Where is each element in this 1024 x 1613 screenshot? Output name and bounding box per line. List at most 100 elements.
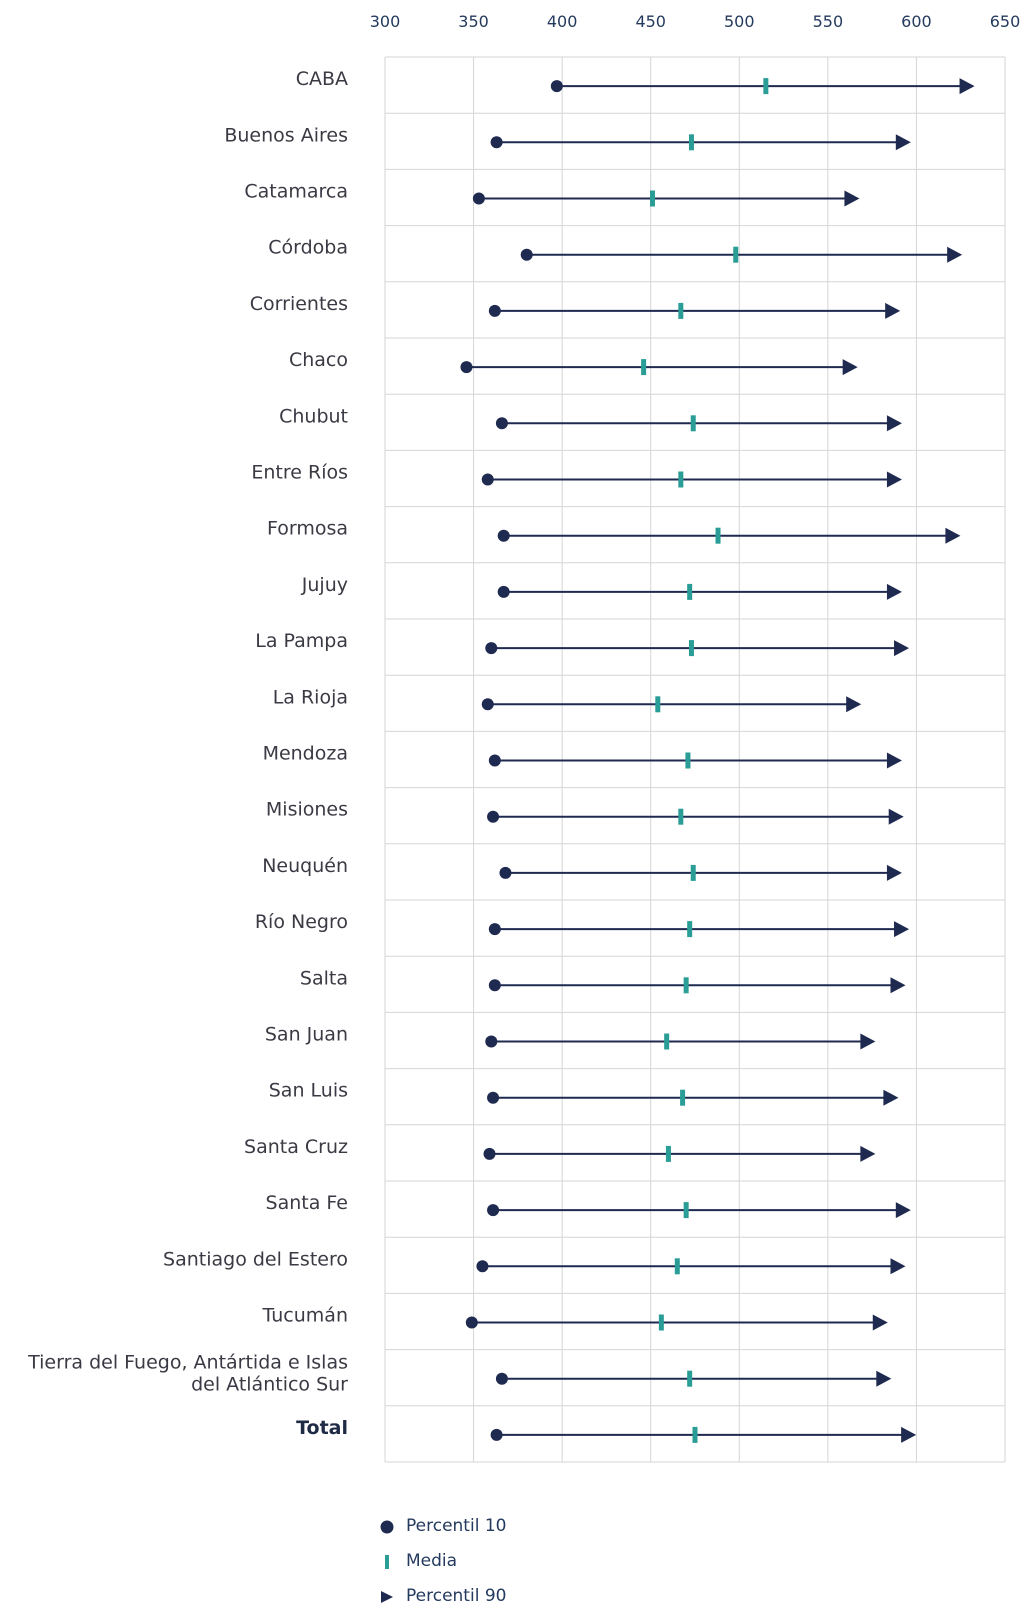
category-label: Buenos Aires xyxy=(224,124,348,146)
category-label: La Rioja xyxy=(273,686,348,708)
p90-marker xyxy=(945,527,961,544)
mean-marker xyxy=(680,1089,686,1106)
p90-marker xyxy=(894,640,910,657)
mean-marker xyxy=(687,921,693,938)
category-label: Salta xyxy=(300,967,348,989)
mean-marker xyxy=(641,359,647,376)
x-tick-label: 550 xyxy=(813,12,844,31)
category-label: Tierra del Fuego, Antártida e Islas xyxy=(27,1352,348,1374)
p90-marker xyxy=(872,1314,888,1331)
mean-marker xyxy=(683,1202,689,1219)
category-label: Santiago del Estero xyxy=(163,1248,348,1270)
mean-marker xyxy=(685,752,691,769)
mean-marker xyxy=(715,527,721,544)
legend-item-p10: Percentil 10 xyxy=(380,1508,506,1543)
mean-marker xyxy=(688,134,694,151)
category-label: Río Negro xyxy=(255,911,348,933)
category-label: Chubut xyxy=(279,405,348,427)
mean-marker xyxy=(763,78,769,95)
p10-marker xyxy=(488,979,501,992)
legend-label-p10: Percentil 10 xyxy=(406,1515,507,1536)
p10-marker xyxy=(483,1147,496,1160)
mean-marker xyxy=(687,1370,693,1387)
p90-marker xyxy=(886,583,902,600)
p90-marker xyxy=(860,1145,876,1162)
legend-triangle-icon xyxy=(380,1589,394,1603)
mean-marker xyxy=(688,640,694,657)
mean-marker xyxy=(678,808,684,825)
chart-legend: Percentil 10 Media Percentil 90 xyxy=(380,1508,506,1613)
p90-marker xyxy=(844,190,860,207)
mean-marker xyxy=(665,1145,671,1162)
range-chart: 300 350 400 450 500 550 600 650 CABA Buenos Aires… xyxy=(27,12,1020,1463)
mean-marker xyxy=(733,246,739,263)
category-label: Jujuy xyxy=(301,574,348,596)
category-label: CABA xyxy=(296,68,348,90)
mean-marker xyxy=(678,302,684,319)
legend-tick-icon xyxy=(380,1554,394,1569)
p10-marker xyxy=(490,1428,503,1441)
category-label: Formosa xyxy=(267,518,348,540)
p10-marker xyxy=(490,136,503,149)
x-tick-label: 400 xyxy=(547,12,578,31)
p10-marker xyxy=(472,192,485,205)
p10-marker xyxy=(495,417,508,430)
p10-marker xyxy=(465,1316,478,1329)
p90-marker xyxy=(885,302,901,319)
p10-marker xyxy=(487,810,500,823)
mean-marker xyxy=(687,583,693,600)
mean-marker xyxy=(683,977,689,994)
p10-marker xyxy=(485,642,498,655)
p90-marker xyxy=(895,134,911,151)
mean-marker xyxy=(674,1258,680,1275)
p10-marker xyxy=(497,529,510,542)
category-label: La Pampa xyxy=(255,630,348,652)
legend-item-p90: Percentil 90 xyxy=(380,1578,506,1613)
legend-item-mean: Media xyxy=(380,1543,506,1578)
category-label: Santa Cruz xyxy=(244,1136,348,1158)
category-label: Neuquén xyxy=(262,855,348,877)
category-label: Total xyxy=(296,1417,348,1439)
p90-marker xyxy=(890,977,906,994)
legend-circle-icon xyxy=(380,1519,394,1533)
p10-marker xyxy=(488,923,501,936)
mean-marker xyxy=(664,1033,670,1050)
category-label: del Atlántico Sur xyxy=(191,1374,348,1396)
p10-marker xyxy=(487,1091,500,1104)
category-label: San Juan xyxy=(265,1024,348,1046)
p10-marker xyxy=(495,1372,508,1385)
p90-marker xyxy=(886,752,902,769)
mean-marker xyxy=(692,1426,698,1443)
p90-marker xyxy=(890,1258,906,1275)
category-label: Chaco xyxy=(289,349,348,371)
legend-label-p90: Percentil 90 xyxy=(406,1585,507,1606)
p10-marker xyxy=(481,473,494,486)
p10-marker xyxy=(476,1260,489,1273)
mean-marker xyxy=(655,696,661,713)
category-label: Catamarca xyxy=(244,181,348,203)
p10-marker xyxy=(487,1204,500,1217)
p10-marker xyxy=(520,248,533,261)
p10-marker xyxy=(497,585,510,598)
p90-marker xyxy=(860,1033,876,1050)
p90-marker xyxy=(846,696,862,713)
p90-marker xyxy=(959,78,975,95)
p10-marker xyxy=(481,698,494,711)
x-tick-label: 350 xyxy=(458,12,489,31)
category-label: Tucumán xyxy=(262,1305,348,1327)
p10-marker xyxy=(550,80,563,93)
p90-marker xyxy=(895,1202,911,1219)
category-label: Misiones xyxy=(266,799,348,821)
x-tick-label: 300 xyxy=(370,12,401,31)
x-tick-label: 450 xyxy=(635,12,666,31)
category-label: San Luis xyxy=(269,1080,348,1102)
mean-marker xyxy=(678,471,684,488)
p90-marker xyxy=(842,359,858,376)
p10-marker xyxy=(485,1035,498,1048)
category-label: Córdoba xyxy=(268,237,348,259)
p10-marker xyxy=(499,866,512,879)
x-tick-label: 500 xyxy=(724,12,755,31)
p90-marker xyxy=(888,808,904,825)
category-label: Santa Fe xyxy=(266,1192,348,1214)
mean-marker xyxy=(690,864,696,881)
